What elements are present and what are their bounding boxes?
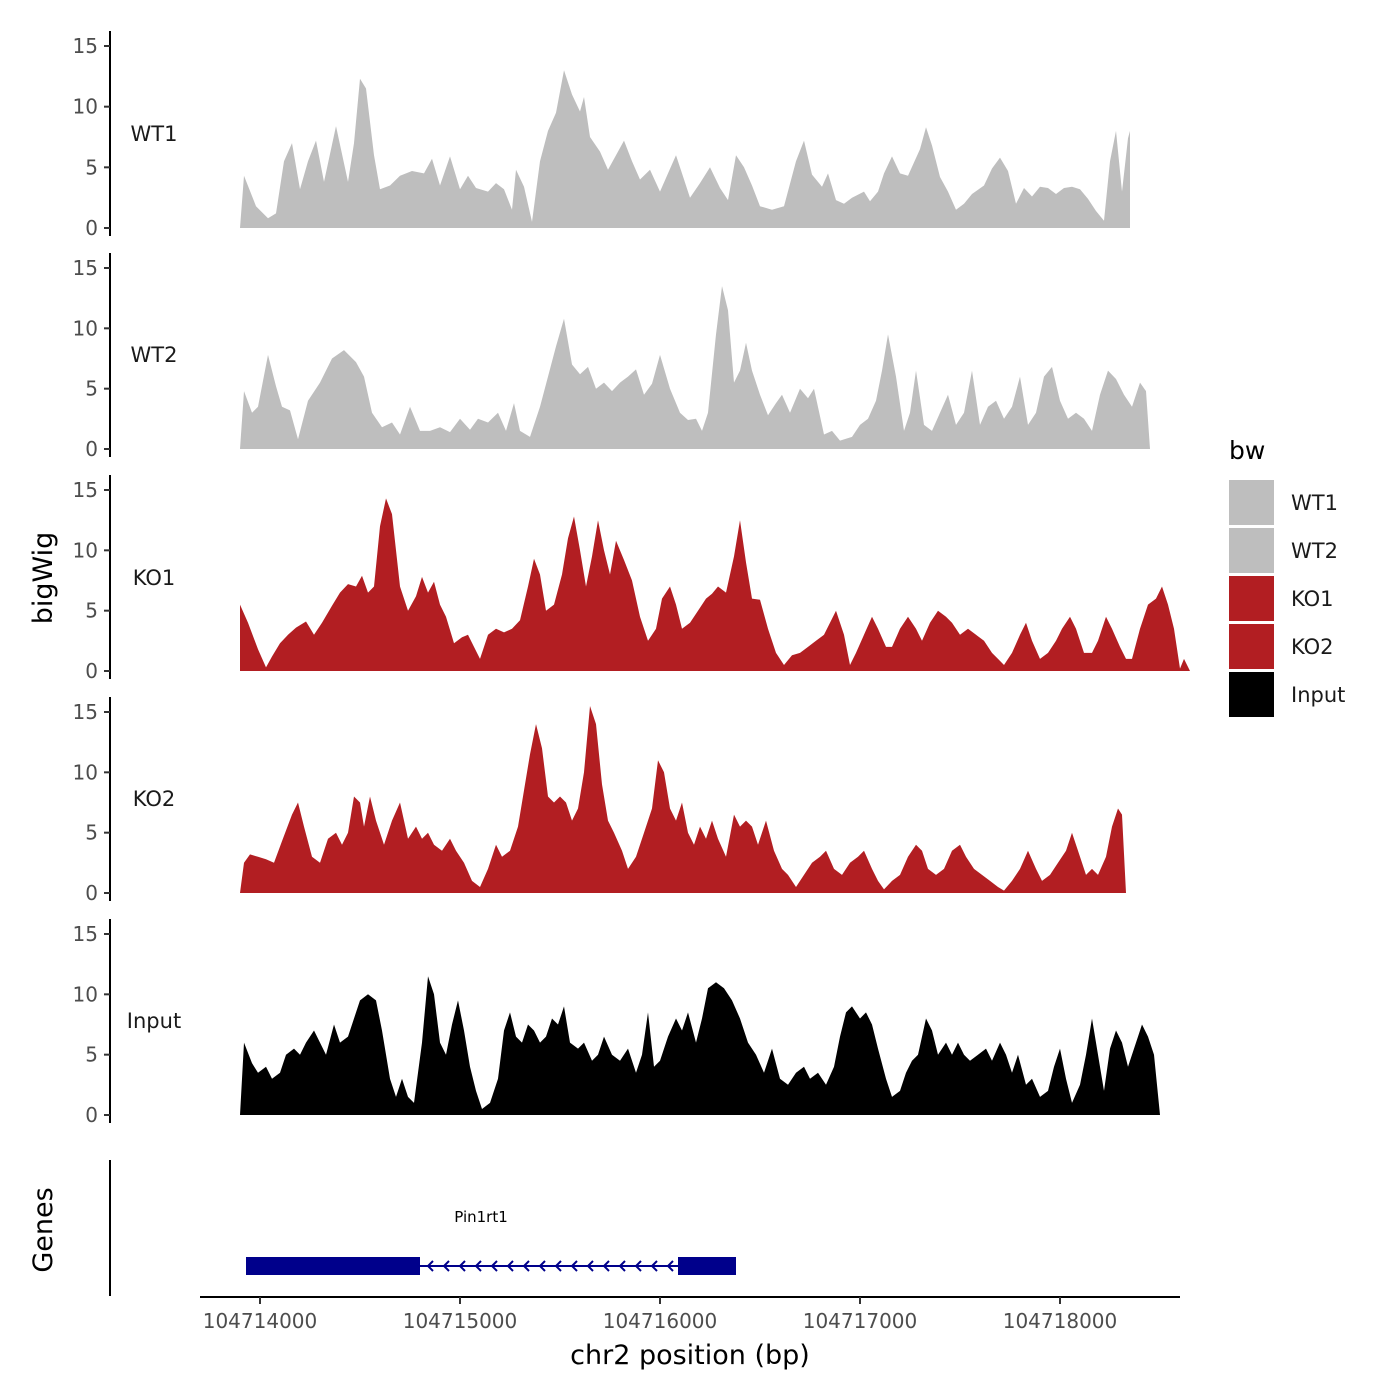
strand-arrow <box>442 1260 450 1272</box>
y-tick-label: 0 <box>85 1103 98 1127</box>
strand-arrow <box>666 1260 674 1272</box>
x-tick-label: 104718000 <box>1003 1309 1118 1333</box>
track-ko1: 0 5 10 15 KO1 <box>73 475 1190 683</box>
y-tick-label: 0 <box>85 881 98 905</box>
y-tick-label: 10 <box>73 760 98 784</box>
strand-arrow <box>538 1260 546 1272</box>
y-tick-label: 15 <box>73 478 98 502</box>
legend-key-wt1 <box>1229 480 1274 525</box>
track-label: WT2 <box>131 343 178 367</box>
track-input: 0 5 10 15 Input <box>73 919 1160 1127</box>
signal-area-ko2 <box>240 706 1126 893</box>
y-tick-label: 15 <box>73 34 98 58</box>
x-axis: 104714000 104715000 104716000 104717000 1047… <box>200 1296 1180 1333</box>
strand-arrow <box>650 1260 658 1272</box>
legend-key-input <box>1229 672 1274 717</box>
strand-arrow <box>506 1260 514 1272</box>
gene-model: Pin1rt1 <box>246 1208 736 1275</box>
strand-arrow <box>426 1260 434 1272</box>
strand-arrow <box>618 1260 626 1272</box>
signal-area-ko1 <box>240 498 1190 671</box>
genes-axis-title: Genes <box>28 1187 59 1272</box>
signal-area-input <box>240 976 1160 1115</box>
legend: bw WT1 WT2 KO1 KO2 Input <box>1229 436 1345 717</box>
legend-label: WT2 <box>1291 539 1338 563</box>
track-label: KO1 <box>133 566 176 590</box>
strand-arrow <box>634 1260 642 1272</box>
y-tick-label: 5 <box>85 155 98 179</box>
gene-exon <box>678 1257 736 1275</box>
strand-arrow <box>570 1260 578 1272</box>
strand-arrow <box>554 1260 562 1272</box>
y-tick-label: 15 <box>73 700 98 724</box>
y-tick-label: 15 <box>73 922 98 946</box>
legend-label: WT1 <box>1291 491 1338 515</box>
strand-arrow <box>458 1260 466 1272</box>
bigwig-tracks: 0 5 10 15 WT1 0 5 10 15 WT2 0 5 10 15 KO1 0 5 10 15 KO2 0 5 10… <box>73 31 1190 1127</box>
y-tick-label: 5 <box>85 1043 98 1067</box>
strand-arrow <box>490 1260 498 1272</box>
legend-key-wt2 <box>1229 528 1274 573</box>
x-tick-label: 104716000 <box>603 1309 718 1333</box>
legend-key-ko2 <box>1229 624 1274 669</box>
x-axis-title: chr2 position (bp) <box>570 1340 810 1371</box>
y-tick-label: 10 <box>73 538 98 562</box>
y-tick-label: 10 <box>73 95 98 119</box>
x-tick-label: 104714000 <box>203 1309 318 1333</box>
track-wt1: 0 5 10 15 WT1 <box>73 31 1130 240</box>
gene-exon <box>246 1257 420 1275</box>
strand-arrow <box>522 1260 530 1272</box>
genes-panel: Pin1rt1 <box>109 1160 736 1296</box>
x-tick-label: 104715000 <box>403 1309 518 1333</box>
strand-arrow <box>602 1260 610 1272</box>
y-tick-label: 0 <box>85 216 98 240</box>
y-axis-title: bigWig <box>28 532 59 625</box>
track-label: KO2 <box>133 787 176 811</box>
x-tick-label: 104717000 <box>803 1309 918 1333</box>
legend-label: Input <box>1291 683 1345 707</box>
y-tick-label: 10 <box>73 982 98 1006</box>
legend-label: KO1 <box>1291 587 1334 611</box>
y-tick-label: 5 <box>85 599 98 623</box>
y-tick-label: 10 <box>73 316 98 340</box>
y-tick-label: 0 <box>85 437 98 461</box>
strand-arrow <box>586 1260 594 1272</box>
track-ko2: 0 5 10 15 KO2 <box>73 697 1126 905</box>
y-tick-label: 0 <box>85 659 98 683</box>
track-label: WT1 <box>131 122 178 146</box>
strand-arrow <box>474 1260 482 1272</box>
signal-area-wt1 <box>240 70 1130 228</box>
y-tick-label: 5 <box>85 821 98 845</box>
gene-name-label: Pin1rt1 <box>454 1208 508 1226</box>
track-label: Input <box>127 1009 181 1033</box>
legend-title: bw <box>1229 436 1265 465</box>
legend-label: KO2 <box>1291 635 1334 659</box>
y-tick-label: 5 <box>85 377 98 401</box>
y-tick-label: 15 <box>73 256 98 280</box>
track-wt2: 0 5 10 15 WT2 <box>73 253 1150 461</box>
signal-area-wt2 <box>240 286 1150 449</box>
legend-key-ko1 <box>1229 576 1274 621</box>
